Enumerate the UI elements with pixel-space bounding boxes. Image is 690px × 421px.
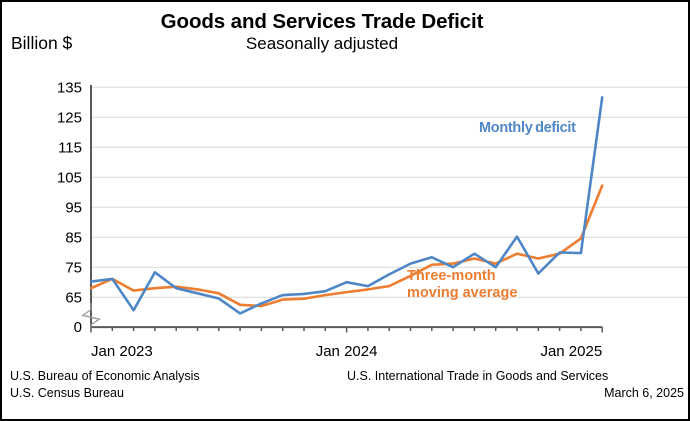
- svg-text:135: 135: [57, 80, 82, 97]
- svg-text:Jan 2025: Jan 2025: [540, 343, 602, 360]
- svg-text:Monthly deficit: Monthly deficit: [479, 120, 576, 136]
- svg-text:105: 105: [57, 170, 82, 187]
- svg-text:0: 0: [74, 319, 82, 336]
- svg-text:125: 125: [57, 110, 82, 127]
- svg-text:75: 75: [65, 260, 82, 277]
- svg-text:65: 65: [65, 290, 82, 307]
- svg-text:Jan 2023: Jan 2023: [91, 343, 153, 360]
- svg-text:85: 85: [65, 230, 82, 247]
- svg-text:Jan 2024: Jan 2024: [316, 343, 378, 360]
- svg-text:moving average: moving average: [407, 285, 517, 301]
- svg-text:Three-month: Three-month: [407, 268, 496, 284]
- svg-text:95: 95: [65, 200, 82, 217]
- svg-text:115: 115: [58, 140, 82, 157]
